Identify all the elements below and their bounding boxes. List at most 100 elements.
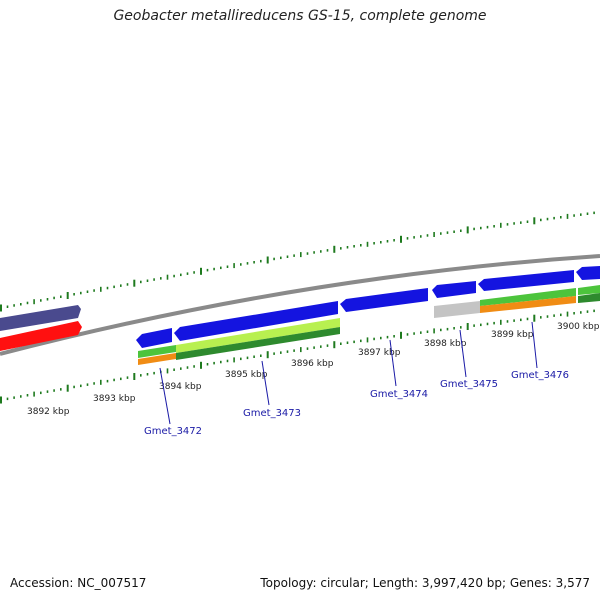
gene-label[interactable]: Gmet_3472 [144,426,202,437]
cds-gmet-3473[interactable] [174,301,338,341]
tick-mark [286,255,289,258]
gene-label-leader [261,360,270,406]
tick-mark [593,309,595,313]
tick-mark [140,374,142,377]
tick-mark [200,267,202,275]
tick-mark [420,235,422,238]
tick-mark [426,234,429,237]
tick-mark [320,345,322,348]
tick-mark [140,280,142,284]
tick-mark [233,357,235,363]
tick-mark [120,284,122,287]
outer-tick-ring [0,211,595,312]
kbp-label: 3894 kbp [159,382,202,392]
tick-mark [453,230,455,233]
tick-mark [173,274,175,278]
tick-mark [473,324,475,327]
tick-mark [566,213,569,219]
tick-mark [446,327,449,331]
gene-darkgreen-3473[interactable] [176,327,340,360]
tick-mark [93,289,95,292]
tick-mark [220,266,222,270]
gene-label[interactable]: Gmet_3475 [440,379,498,390]
tick-mark [406,237,409,240]
tick-mark [333,245,336,253]
gene-gray-3475[interactable] [434,301,480,318]
tick-mark [260,354,262,357]
tick-mark [100,286,102,292]
accession-text: Accession: NC_007517 [10,576,147,590]
cds-gmet-3472[interactable] [136,328,172,348]
tick-mark [546,315,549,318]
tick-mark [500,222,502,228]
tick-mark [466,226,469,234]
tick-mark [533,314,536,322]
tick-mark [120,377,122,381]
gene-green-right-edge[interactable] [578,285,600,295]
tick-mark [206,363,209,366]
kbp-label: 3900 kbp [557,322,600,332]
tick-mark [153,371,155,375]
tick-mark [460,326,462,329]
gene-darkgreen-right-edge[interactable] [578,293,600,303]
cds-gmet-3475[interactable] [432,281,476,298]
genome-summary-text: Topology: circular; Length: 3,997,420 bp… [260,576,590,590]
tick-mark [186,272,189,275]
feature-red-left[interactable] [0,321,82,351]
cds-right-edge[interactable] [576,266,600,280]
gene-label[interactable]: Gmet_3476 [511,370,569,381]
gene-label-leader [159,367,171,425]
gene-green-3476[interactable] [480,288,576,306]
tick-mark [46,298,49,301]
tick-mark [93,382,95,385]
gene-orange-3472[interactable] [138,353,176,365]
tick-mark [86,290,89,293]
tick-mark [500,319,502,325]
tick-mark [240,357,242,361]
kbp-label: 3895 kbp [225,370,268,380]
tick-mark [20,303,22,306]
tick-mark [340,247,342,250]
tick-mark [233,263,235,269]
gene-label[interactable]: Gmet_3474 [370,389,428,400]
tick-mark [540,218,542,222]
tick-mark [66,292,69,299]
cds-gmet-3476[interactable] [478,270,574,291]
tick-mark [506,223,509,226]
tick-mark [0,396,2,404]
kbp-label: 3892 kbp [27,407,70,417]
tick-mark [180,273,182,277]
gene-label[interactable]: Gmet_3473 [243,408,301,419]
tick-mark [173,368,175,371]
tick-mark [353,340,355,344]
tick-mark [580,213,582,216]
tick-mark [86,383,89,386]
feature-purple-left[interactable] [0,305,81,331]
tick-mark [73,385,75,389]
tick-mark [266,256,269,264]
tick-mark [46,390,49,393]
tick-mark [493,321,495,325]
tick-mark [226,359,229,363]
cds-gmet-3474[interactable] [340,288,428,312]
tick-mark [126,376,129,379]
tick-mark [73,293,75,296]
tick-mark [473,227,475,231]
tick-mark [346,246,349,249]
tick-mark [113,378,115,382]
tick-mark [253,355,255,358]
tick-mark [586,212,589,215]
tick-mark [480,323,482,327]
tick-mark [160,277,162,280]
tick-mark [260,259,262,263]
gene-green-3472[interactable] [138,345,176,358]
tick-mark [40,391,42,395]
tick-mark [513,222,515,225]
tick-mark [466,323,469,330]
tick-mark [326,344,329,347]
gene-orange-3476[interactable] [480,296,576,313]
tick-mark [453,327,455,330]
gene-lime-3473[interactable] [176,318,340,353]
tick-mark [380,336,382,340]
